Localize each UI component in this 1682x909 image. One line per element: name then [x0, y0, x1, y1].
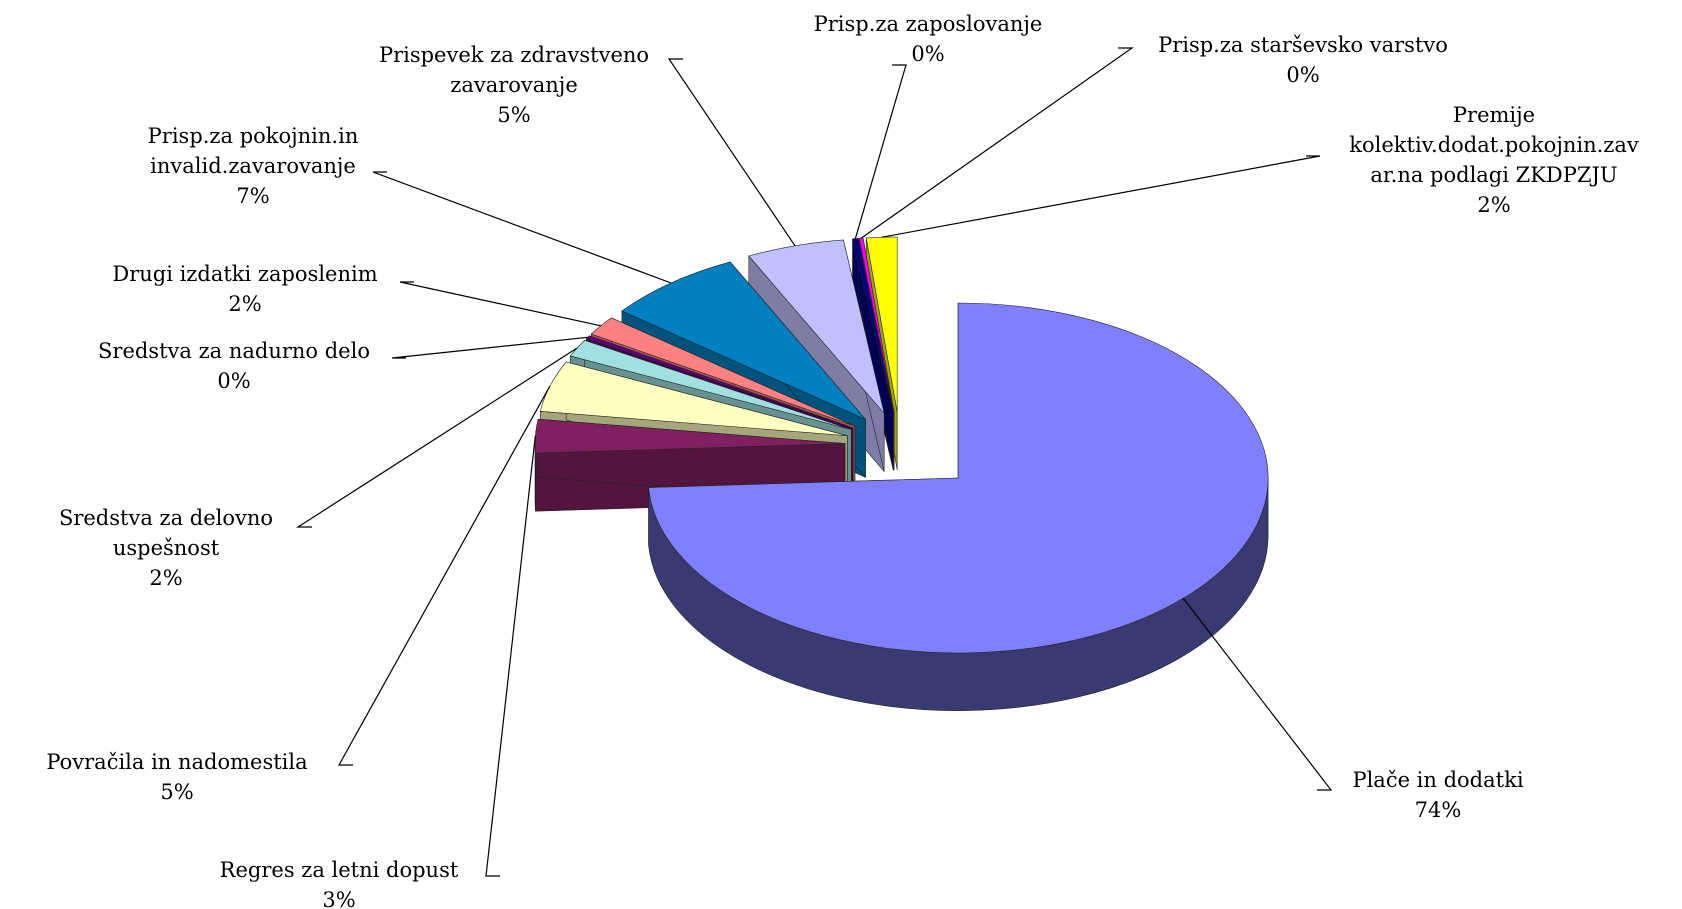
slice-label: Povračila in nadomestila 5%	[0, 747, 397, 807]
category-label: Sredstva za nadurno delo	[98, 339, 370, 363]
slice-label: Prisp.za starševsko varstvo 0%	[1083, 30, 1523, 90]
category-label: Premije kolektiv.dodat.pokojnin.zav ar.n…	[1349, 103, 1639, 187]
slice-label: Regres za letni dopust 3%	[119, 855, 559, 909]
slice-label: Sredstva za delovno uspešnost 2%	[0, 503, 386, 593]
slice-label: Sredstva za nadurno delo 0%	[14, 336, 454, 396]
slice-label: Prisp.za pokojnin.in invalid.zavarovanje…	[33, 121, 473, 211]
slice	[534, 418, 846, 454]
category-label: Regres za letni dopust	[219, 858, 459, 882]
leader-line	[295, 347, 578, 528]
value-label: 5%	[160, 780, 194, 804]
slice	[865, 236, 898, 413]
value-label: 3%	[322, 888, 356, 909]
slice	[748, 239, 885, 414]
value-label: 74%	[1414, 798, 1462, 822]
slice-label: Drugi izdatki zaposlenim 2%	[25, 259, 465, 319]
value-label: 0%	[217, 369, 251, 393]
value-label: 0%	[911, 42, 945, 66]
category-label: Prisp.za starševsko varstvo	[1158, 33, 1448, 57]
slice-label: Prisp.za zaposlovanje 0%	[708, 9, 1148, 69]
value-label: 7%	[236, 184, 270, 208]
category-label: Prisp.za zaposlovanje	[813, 12, 1043, 36]
slice-wall	[534, 443, 536, 512]
leader-line	[1182, 597, 1333, 791]
slice	[648, 302, 1269, 654]
leader-line	[854, 64, 907, 239]
category-label: Prisp.za pokojnin.in invalid.zavarovanje	[147, 124, 359, 178]
category-label: Sredstva za delovno uspešnost	[58, 506, 274, 560]
leader-line	[399, 281, 602, 327]
category-label: Plače in dodatki	[1352, 768, 1524, 792]
leader-line	[337, 385, 551, 766]
slice	[539, 361, 848, 436]
leader-line	[372, 171, 672, 284]
category-label: Povračila in nadomestila	[46, 750, 308, 774]
value-label: 2%	[149, 566, 183, 590]
value-label: 5%	[497, 103, 531, 127]
category-label: Prispevek za zdravstveno zavarovanje	[378, 43, 650, 97]
leader-line	[881, 155, 1321, 238]
value-label: 0%	[1286, 63, 1320, 87]
value-label: 2%	[228, 292, 262, 316]
value-label: 2%	[1477, 193, 1511, 217]
leader-line	[391, 336, 588, 359]
leader-line	[860, 47, 1134, 239]
slice-label: Plače in dodatki 74%	[1218, 765, 1658, 825]
leader-line	[667, 58, 796, 247]
leader-line	[485, 436, 536, 877]
category-label: Drugi izdatki zaposlenim	[112, 262, 378, 286]
slice-label: Premije kolektiv.dodat.pokojnin.zav ar.n…	[1274, 100, 1682, 220]
slice	[590, 317, 856, 427]
slice-label: Prispevek za zdravstveno zavarovanje 5%	[294, 40, 734, 130]
